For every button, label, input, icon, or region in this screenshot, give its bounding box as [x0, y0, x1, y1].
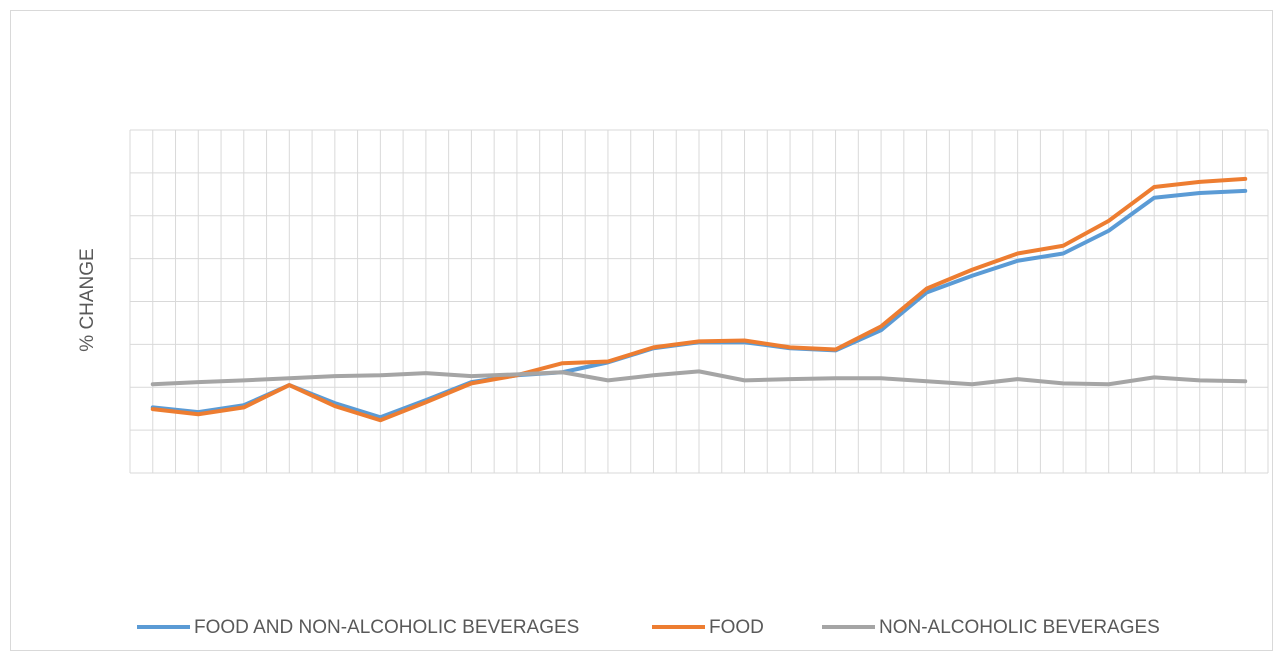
legend-label: FOOD [709, 617, 764, 638]
legend-label: FOOD AND NON-ALCOHOLIC BEVERAGES [194, 617, 579, 638]
series-line [150, 369, 1248, 387]
legend-label: NON-ALCOHOLIC BEVERAGES [879, 617, 1160, 638]
series-line [150, 176, 1248, 423]
chart-border [10, 10, 1273, 651]
y-axis-label: % CHANGE [77, 248, 98, 351]
